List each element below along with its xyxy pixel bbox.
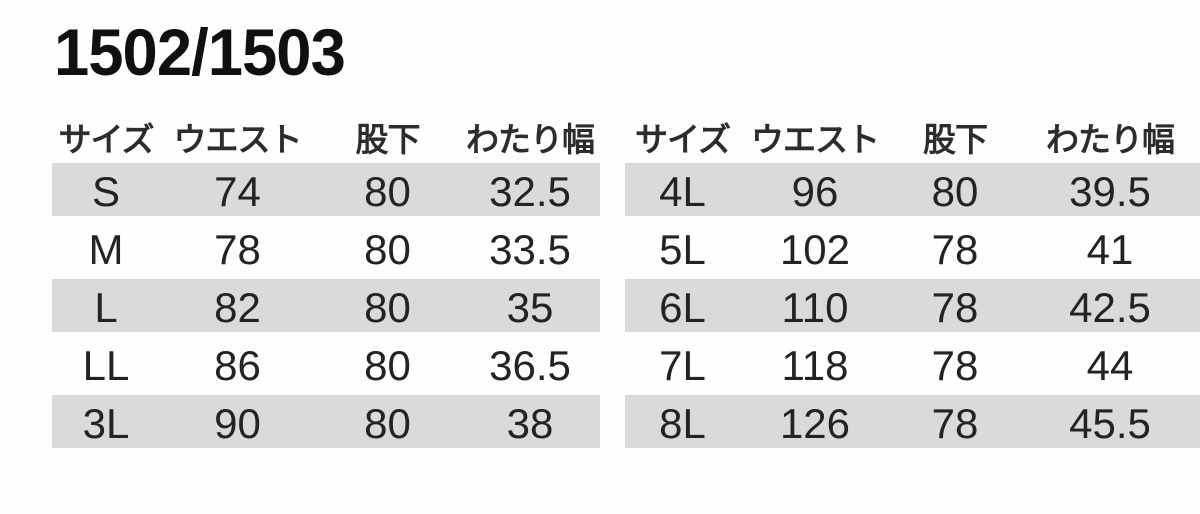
cell-inseam: 80 [364, 168, 411, 215]
cell-size: 8L [659, 400, 706, 447]
cell-size: 5L [659, 226, 706, 273]
cell-waist: 82 [214, 284, 261, 331]
cell-thigh-width: 42.5 [1069, 284, 1151, 331]
cell-inseam: 78 [931, 400, 979, 447]
cell-waist: 86 [214, 342, 261, 389]
table-row: LL 86 80 36.5 [52, 337, 600, 395]
cell-thigh-width: 39.5 [1069, 168, 1151, 215]
cell-thigh-width: 35 [506, 284, 554, 331]
cell-size: 7L [659, 342, 706, 389]
cell-size: 3L [82, 400, 130, 447]
cell-waist: 78 [214, 226, 261, 273]
cell-waist: 96 [791, 168, 839, 215]
cell-thigh-width: 44 [1086, 342, 1134, 389]
table-row: S 74 80 32.5 [52, 163, 600, 221]
product-code-title: 1502/1503 [54, 15, 346, 89]
table-body: S 74 80 32.5 M 78 80 33.5 L 82 80 35 LL … [52, 163, 600, 453]
cell-inseam: 80 [364, 400, 411, 447]
size-table-right: サイズ ウエスト 股下 わたり幅 4L 96 80 39.5 5L 102 78… [625, 108, 1200, 453]
column-header-thigh-width: わたり幅 [466, 121, 595, 158]
column-header-waist: ウエスト [173, 121, 303, 158]
table-row: 5L 102 78 41 [625, 221, 1200, 279]
cell-inseam: 78 [931, 226, 979, 273]
cell-size: S [91, 168, 120, 215]
cell-inseam: 80 [931, 168, 979, 215]
column-header-size: サイズ [634, 121, 731, 158]
cell-inseam: 80 [364, 226, 411, 273]
cell-thigh-width: 38 [506, 400, 554, 447]
cell-size: L [94, 284, 118, 331]
column-header-waist: ウエスト [751, 121, 880, 158]
cell-thigh-width: 36.5 [489, 342, 571, 389]
cell-waist: 126 [779, 400, 851, 447]
cell-inseam: 78 [931, 284, 979, 331]
table-header-row: サイズ ウエスト 股下 わたり幅 [52, 108, 600, 163]
cell-size: 6L [659, 284, 706, 331]
cell-waist: 74 [214, 168, 261, 215]
table-row: M 78 80 33.5 [52, 221, 600, 279]
table-row: 8L 126 78 45.5 [625, 395, 1200, 453]
table-row: 4L 96 80 39.5 [625, 163, 1200, 221]
column-header-inseam: 股下 [923, 121, 988, 158]
cell-waist: 110 [781, 284, 849, 331]
table-header-row: サイズ ウエスト 股下 わたり幅 [625, 108, 1200, 163]
cell-inseam: 78 [931, 342, 979, 389]
cell-size: M [88, 226, 124, 273]
table-row: 3L 90 80 38 [52, 395, 600, 453]
cell-inseam: 80 [364, 284, 411, 331]
column-header-size: サイズ [58, 121, 154, 158]
column-header-thigh-width: わたり幅 [1046, 121, 1175, 158]
table-row: 6L 110 78 42.5 [625, 279, 1200, 337]
table-body: 4L 96 80 39.5 5L 102 78 41 6L 110 78 42.… [625, 163, 1200, 453]
cell-waist: 102 [779, 226, 851, 273]
cell-thigh-width: 41 [1086, 226, 1134, 273]
cell-thigh-width: 33.5 [489, 226, 571, 273]
cell-size: LL [82, 342, 130, 389]
cell-waist: 90 [214, 400, 261, 447]
cell-inseam: 80 [364, 342, 411, 389]
column-header-inseam: 股下 [355, 121, 421, 158]
cell-waist: 118 [781, 342, 849, 389]
table-row: 7L 118 78 44 [625, 337, 1200, 395]
table-row: L 82 80 35 [52, 279, 600, 337]
cell-thigh-width: 32.5 [489, 168, 571, 215]
cell-thigh-width: 45.5 [1069, 400, 1151, 447]
cell-size: 4L [659, 168, 706, 215]
size-table-left: サイズ ウエスト 股下 わたり幅 S 74 80 32.5 M 78 80 33… [52, 108, 600, 453]
